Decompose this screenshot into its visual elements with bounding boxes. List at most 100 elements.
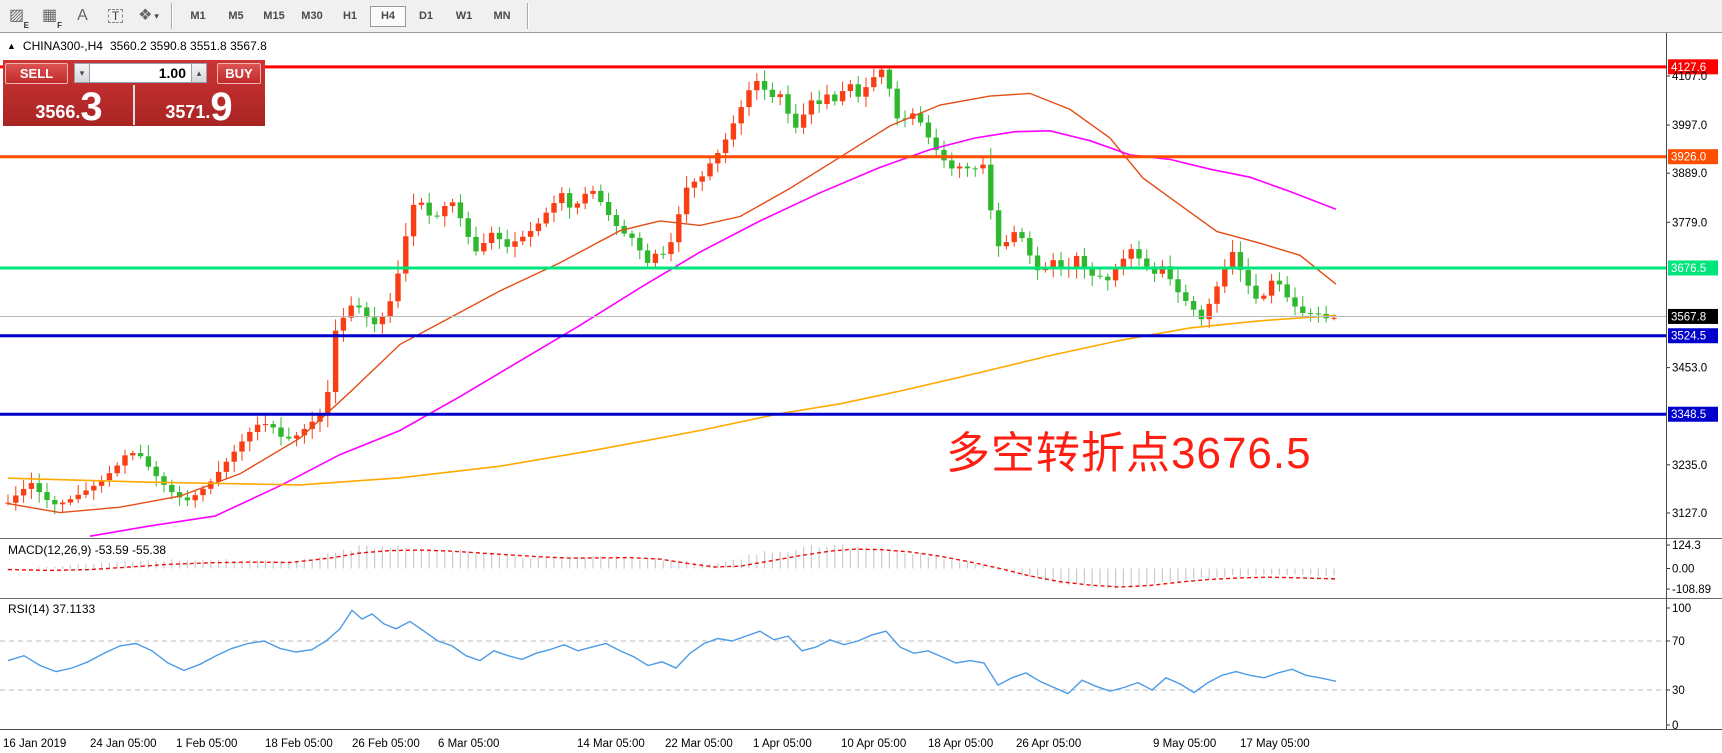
volume-decrease-button[interactable]: ▾ <box>74 63 90 83</box>
candle-up <box>512 241 518 247</box>
price-line-label-bg <box>1668 406 1718 422</box>
buy-price-frac: 9 <box>210 85 233 129</box>
candle-down <box>145 456 152 467</box>
candle-down <box>137 453 144 457</box>
ma-mid-line <box>89 129 1337 537</box>
macd-tick-label: -108.89 <box>1672 584 1711 596</box>
rsi-tick-label: 70 <box>1672 636 1685 648</box>
candle-down <box>270 424 276 428</box>
candle-up <box>1229 252 1236 270</box>
timeframe-button-h4[interactable]: H4 <box>370 5 406 27</box>
candle-down <box>1315 313 1322 315</box>
price-divider <box>133 85 135 125</box>
trade-panel-toggle-icon[interactable]: ▲ <box>7 41 16 51</box>
candle-down <box>1183 292 1189 301</box>
rsi-tick-label: 0 <box>1672 720 1678 732</box>
candle-up <box>1261 295 1267 299</box>
rsi-indicator-label: RSI(14) 37.1133 <box>8 602 96 616</box>
buy-price[interactable]: 3571. 9 <box>165 85 233 129</box>
candle-up <box>418 202 425 205</box>
rsi-tick-label: 30 <box>1672 685 1685 697</box>
candle-up <box>668 242 674 255</box>
candle-up <box>652 253 659 263</box>
volume-input[interactable] <box>90 63 191 83</box>
candle-down <box>972 168 978 170</box>
sell-button[interactable]: SELL <box>5 62 68 84</box>
rsi-line <box>7 609 1337 695</box>
candle-up <box>340 317 347 331</box>
candle-up <box>980 164 986 169</box>
x-axis-label: 10 Apr 05:00 <box>841 738 906 750</box>
x-axis-label: 17 May 05:00 <box>1240 738 1310 750</box>
candle-up <box>1073 256 1080 268</box>
candle-down <box>902 118 908 120</box>
chart-header: ▲ CHINA300-,H4 3560.2 3590.8 3551.8 3567… <box>7 39 267 53</box>
candle-down <box>1300 306 1306 313</box>
candle-up <box>325 392 331 415</box>
sell-price[interactable]: 3566. 3 <box>35 85 103 129</box>
timeframe-button-mn[interactable]: MN <box>493 9 511 22</box>
candle-down <box>473 236 479 252</box>
x-axis-label: 18 Apr 05:00 <box>928 738 993 750</box>
text-label-tool-icon[interactable]: A <box>77 7 88 24</box>
candle-down <box>1151 266 1158 274</box>
candle-up <box>1112 268 1119 281</box>
candle-up <box>98 480 105 486</box>
timeframe-button-d1[interactable]: D1 <box>418 9 434 22</box>
chart-text-annotation: 多空转折点3676.5 <box>946 429 1312 478</box>
candle-up <box>20 488 27 496</box>
candle-down <box>36 483 42 493</box>
candle-up <box>192 495 198 501</box>
candle-up <box>956 166 963 169</box>
candle-up <box>847 84 854 92</box>
candle-down <box>1190 300 1197 310</box>
candle-up <box>332 330 339 393</box>
candle-down <box>371 317 378 325</box>
x-axis-label: 26 Feb 05:00 <box>352 738 420 750</box>
candle-up <box>231 451 237 462</box>
price-line-label: 3676.5 <box>1671 263 1706 275</box>
timeframe-button-m1[interactable]: M1 <box>190 9 206 22</box>
price-line-label-bg <box>1668 59 1718 75</box>
candle-up <box>309 421 315 429</box>
grid-pattern-tool-icon[interactable]: ▦ F <box>41 7 62 31</box>
timeframe-button-m5[interactable]: M5 <box>228 9 244 22</box>
candle-up <box>1222 269 1228 287</box>
candle-up <box>676 214 682 243</box>
ma-fast-line <box>7 92 1337 514</box>
timeframe-button-m30[interactable]: M30 <box>301 9 323 22</box>
candle-up <box>699 176 705 182</box>
hatch-pattern-tool-icon[interactable]: ▨ E <box>8 7 29 31</box>
sell-price-int: 3566 <box>35 102 76 123</box>
candle-up <box>395 273 401 302</box>
candle-up <box>59 502 66 505</box>
candle-down <box>1292 297 1298 307</box>
candle-down <box>832 94 838 102</box>
candle-down <box>1245 270 1251 286</box>
candle-up <box>481 243 487 252</box>
candle-up <box>28 483 35 489</box>
price-line-label-bg <box>1668 328 1718 344</box>
candle-down <box>785 94 791 114</box>
candle-up <box>67 499 74 503</box>
candle-down <box>566 193 573 208</box>
text-box-tool-icon[interactable]: T <box>102 4 129 28</box>
candle-up <box>5 502 11 504</box>
volume-increase-button[interactable]: ▴ <box>191 63 207 83</box>
timeframe-button-w1[interactable]: W1 <box>455 9 473 22</box>
candle-up <box>1120 258 1127 269</box>
candle-down <box>153 466 159 477</box>
candle-up <box>1268 280 1275 296</box>
shapes-arrows-tool-icon[interactable]: ❖ ▾ <box>138 7 159 24</box>
timeframe-button-m15[interactable]: M15 <box>263 9 285 22</box>
candle-up <box>223 461 230 472</box>
candle-down <box>816 100 822 105</box>
candle-up <box>1011 232 1017 243</box>
buy-button[interactable]: BUY <box>217 62 261 84</box>
candle-up <box>800 114 807 128</box>
timeframe-button-h1[interactable]: H1 <box>342 9 358 22</box>
candle-up <box>1050 260 1056 270</box>
candle-down <box>949 160 955 169</box>
candle-up <box>254 424 261 432</box>
